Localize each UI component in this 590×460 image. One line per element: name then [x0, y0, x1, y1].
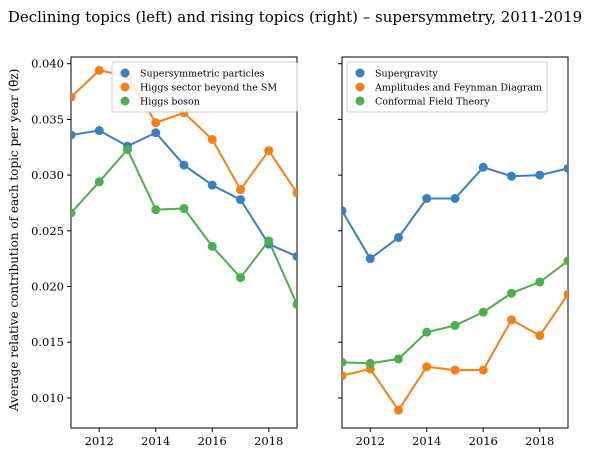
data-point: [236, 195, 245, 205]
data-point: [151, 118, 161, 128]
data-point: [450, 365, 460, 375]
y-tick-label: 0.015: [31, 335, 64, 349]
y-tick-label: 0.025: [31, 224, 64, 238]
series-line: [342, 166, 568, 261]
data-point: [207, 134, 217, 144]
data-point: [422, 362, 432, 372]
legend-label: Supergravity: [375, 69, 438, 80]
data-point: [94, 65, 104, 75]
x-tick-label: 2012: [85, 434, 114, 448]
data-point: [342, 357, 347, 367]
data-point: [394, 232, 403, 242]
right-legend: Supergravity Amplitudes and Feynman Diagr…: [346, 61, 548, 113]
data-point: [535, 277, 545, 287]
data-point: [478, 365, 488, 375]
data-point: [71, 130, 76, 140]
legend-marker: [120, 82, 130, 92]
data-point: [535, 170, 545, 180]
legend-label: Supersymmetric particles: [140, 69, 265, 80]
legend-marker: [120, 68, 130, 78]
legend-box: [346, 61, 548, 113]
data-point: [292, 188, 297, 198]
data-point: [365, 358, 375, 368]
x-tick-label: 2016: [198, 434, 227, 448]
data-point: [342, 371, 347, 381]
y-tick-label: 0.020: [31, 280, 64, 294]
legend-box: [111, 61, 298, 113]
data-point: [450, 321, 460, 331]
series-line: [71, 147, 297, 305]
legend-label: Conformal Field Theory: [375, 97, 490, 108]
data-point: [507, 288, 516, 298]
data-point: [151, 128, 161, 138]
y-tick-label: 0.030: [31, 168, 64, 182]
x-tick-label: 2018: [525, 434, 554, 448]
left-plot-frame: [70, 56, 298, 429]
y-tick-label: 0.035: [31, 112, 64, 126]
legend-label: Higgs boson: [140, 97, 200, 108]
series-line: [71, 129, 297, 258]
data-point: [394, 405, 403, 415]
right-plot-frame: [341, 56, 569, 429]
legend-label: Higgs sector beyond the SM: [140, 83, 277, 94]
right-plot-area: [342, 162, 568, 415]
data-point: [507, 171, 516, 181]
data-point: [94, 177, 104, 187]
data-point: [422, 327, 432, 337]
data-point: [478, 162, 488, 172]
data-point: [563, 256, 568, 266]
left-plot-area: [71, 65, 297, 309]
x-tick-label: 2018: [254, 434, 283, 448]
data-point: [71, 92, 76, 102]
data-point: [535, 331, 545, 341]
data-point: [478, 307, 488, 317]
data-point: [563, 289, 568, 299]
legend-marker: [120, 96, 130, 106]
data-point: [342, 206, 347, 216]
data-point: [123, 144, 132, 154]
legend-marker: [355, 68, 365, 78]
x-tick-label: 2014: [412, 434, 441, 448]
left-panel: 2012 2014 2016 2018 0.010 0.015 0.020 0.025 0.03…: [31, 56, 298, 448]
data-point: [422, 193, 432, 203]
data-point: [94, 126, 104, 136]
data-point: [207, 241, 217, 251]
data-point: [292, 299, 297, 309]
data-point: [365, 254, 375, 264]
data-point: [71, 208, 76, 218]
data-point: [507, 315, 516, 325]
data-point: [236, 185, 245, 195]
data-point: [179, 204, 189, 214]
data-point: [563, 163, 568, 173]
y-tick-label: 0.010: [31, 391, 64, 405]
x-tick-label: 2016: [469, 434, 498, 448]
left-legend: Supersymmetric particles Higgs sector bey…: [111, 61, 298, 113]
legend-label: Amplitudes and Feynman Diagram: [374, 83, 542, 94]
data-point: [207, 180, 217, 190]
data-point: [394, 354, 403, 364]
data-point: [236, 273, 245, 283]
data-point: [292, 251, 297, 261]
series-line: [342, 293, 568, 412]
data-point: [450, 193, 460, 203]
legend-marker: [355, 96, 365, 106]
data-point: [179, 160, 189, 170]
x-tick-label: 2012: [356, 434, 385, 448]
data-point: [264, 146, 274, 156]
legend-marker: [355, 82, 365, 92]
y-tick-label: 0.040: [31, 57, 64, 71]
y-axis-label: Average relative contribution of each to…: [7, 69, 21, 413]
series-line: [342, 260, 568, 365]
data-point: [264, 236, 274, 246]
x-tick-label: 2014: [141, 434, 170, 448]
chart-title: Declining topics (left) and rising topic…: [8, 8, 582, 26]
right-panel: 2012 2014 2016 2018 Supergravity Amplitudes a…: [338, 56, 569, 448]
data-point: [151, 205, 161, 215]
